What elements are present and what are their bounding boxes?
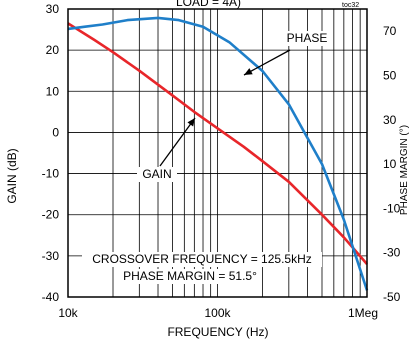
crossover-frequency-label-bg [82, 252, 322, 267]
x-tick-label: 10k [58, 306, 78, 320]
y-tick-label: 30 [46, 2, 60, 16]
crossover-frequency-label: CROSSOVER FREQUENCY = 125.5kHz [92, 252, 312, 266]
gain-label: GAIN [142, 167, 171, 181]
tick-labels: 30 20 10 0 -10 -20 -30 -40 70 50 30 10 -10 -30 -50 10k 1… [42, 2, 401, 320]
y-tick-label: -30 [42, 249, 60, 263]
y-tick-label: 20 [46, 43, 60, 57]
x-axis-title: FREQUENCY (Hz) [167, 325, 268, 339]
phase-series-line [67, 16, 369, 291]
y-tick-label: 10 [46, 84, 60, 98]
gain-arrow-head [187, 118, 195, 127]
x-tick-label: 100k [204, 306, 231, 320]
annotations: GAIN PHASE CROSSOVER FREQUENCY = 125.5kHz P… [82, 31, 332, 284]
plot-frame [67, 8, 368, 298]
gain-label-bg [137, 167, 177, 182]
chart-title: LOAD = 4A) [176, 0, 241, 9]
y-tick-label: -20 [42, 208, 60, 222]
phase-margin-label: PHASE MARGIN = 51.5° [123, 269, 257, 283]
y-axis-title: GAIN (dB) [5, 148, 19, 203]
x-tick-label: 1Meg [348, 306, 378, 320]
corner-label: toc32 [342, 2, 359, 9]
y-tick-label: -10 [42, 167, 60, 181]
y2-tick-label: 30 [383, 113, 397, 127]
plot-border [67, 8, 368, 298]
y-tick-label: -40 [42, 290, 60, 304]
y2-axis-title: PHASE MARGIN (°) [399, 125, 410, 215]
y-tick-label: 0 [52, 125, 59, 139]
gain-arrow [159, 117, 196, 167]
phase-label-bg [282, 31, 332, 46]
phase-margin-label-bg [130, 269, 250, 284]
y2-tick-label: -10 [383, 201, 401, 215]
y2-tick-label: 70 [383, 24, 397, 38]
y2-tick-label: 50 [383, 68, 397, 82]
phase-arrow-head [244, 68, 253, 75]
grid [67, 8, 368, 298]
y2-tick-label: 10 [383, 157, 397, 171]
phase-arrow [243, 49, 291, 76]
gain-series-line [67, 22, 368, 265]
y2-tick-label: -50 [383, 290, 401, 304]
phase-label: PHASE [287, 31, 328, 45]
y2-tick-label: -30 [383, 246, 401, 260]
series-layer [67, 16, 369, 291]
